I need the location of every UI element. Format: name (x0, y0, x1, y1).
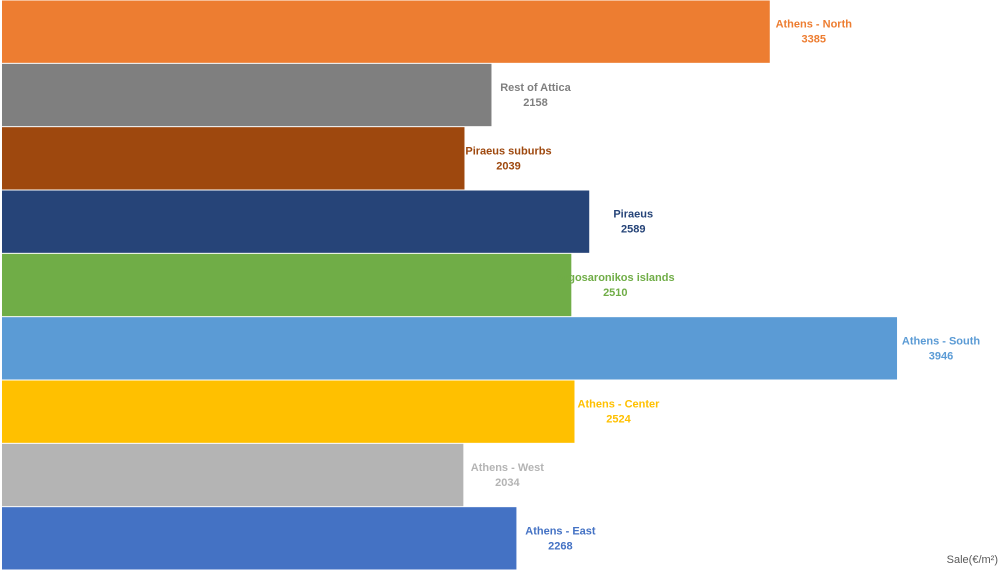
value-label: 2034 (495, 477, 520, 489)
value-label: 2158 (523, 97, 547, 109)
category-label: Athens - East (525, 525, 596, 537)
bar-athens-north (2, 0, 770, 63)
bar-argosaronikos-islands (2, 253, 572, 317)
bar-athens-east (2, 507, 517, 570)
category-label: Piraeus (613, 209, 653, 221)
bar-piraeus (2, 190, 590, 253)
value-label: 3946 (929, 350, 953, 362)
value-label: 2510 (603, 287, 627, 299)
bar-athens-west (2, 443, 464, 507)
bar-piraeus-suburbs (2, 127, 465, 190)
value-label: 2589 (621, 224, 645, 236)
bar-athens-south (2, 317, 898, 380)
unit-label: Sale(€/m²) (946, 554, 998, 566)
category-label: Argosaronikos islands (556, 272, 675, 284)
category-label: Rest of Attica (500, 82, 571, 94)
category-label: Athens - South (902, 335, 980, 347)
value-label: 2524 (606, 414, 631, 426)
bar-athens-center (2, 380, 575, 443)
value-label: 2039 (496, 160, 520, 172)
category-label: Athens - Center (578, 399, 661, 411)
value-label: 2268 (548, 540, 572, 552)
category-label: Piraeus suburbs (465, 145, 551, 157)
category-label: Athens - West (471, 462, 544, 474)
bar-rest-of-attica (2, 63, 492, 127)
category-label: Athens - North (776, 19, 853, 31)
value-label: 3385 (802, 34, 826, 46)
